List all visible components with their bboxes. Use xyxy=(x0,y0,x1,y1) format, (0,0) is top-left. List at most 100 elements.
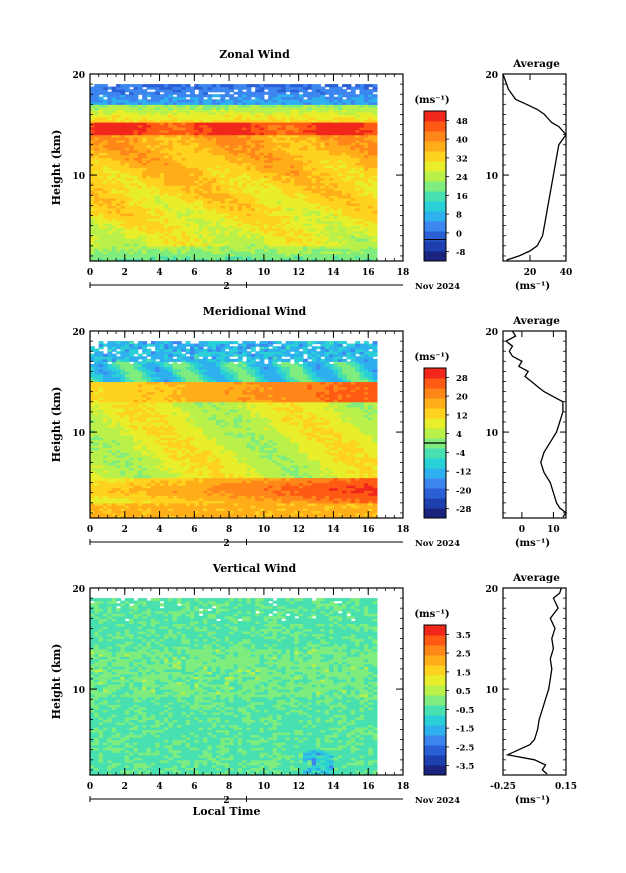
heatmap-cell xyxy=(272,172,278,176)
heatmap-cell xyxy=(203,230,208,234)
heatmap-cell xyxy=(224,129,230,133)
heatmap-cell xyxy=(246,225,252,229)
heatmap-cell xyxy=(116,243,121,247)
heatmap-cell xyxy=(94,243,100,247)
heatmap-cell xyxy=(124,149,130,153)
heatmap-cell xyxy=(124,223,130,227)
heatmap-cell xyxy=(155,170,161,174)
heatmap-cell xyxy=(94,132,100,136)
heatmap-cell xyxy=(176,245,182,249)
heatmap-cell xyxy=(242,192,248,196)
heatmap-cell xyxy=(294,175,300,179)
heatmap-cell xyxy=(172,192,178,196)
heatmap-cell xyxy=(233,213,239,217)
heatmap-cell xyxy=(242,190,248,194)
heatmap-cell xyxy=(259,89,265,93)
heatmap-cell xyxy=(116,157,121,161)
heatmap-cell xyxy=(163,101,169,105)
heatmap-cell xyxy=(220,86,226,90)
heatmap-cell xyxy=(111,255,117,259)
heatmap-cell xyxy=(268,170,274,174)
heatmap-cell xyxy=(163,114,169,118)
heatmap-cell xyxy=(168,144,174,148)
heatmap-cell xyxy=(103,192,108,196)
heatmap-cell xyxy=(159,250,165,254)
heatmap-cell xyxy=(190,253,195,257)
heatmap-cell xyxy=(250,250,256,254)
y-axis-label: Height (km) xyxy=(50,130,63,206)
heatmap-cell xyxy=(181,91,187,95)
heatmap-cell xyxy=(220,122,226,126)
heatmap-cell xyxy=(216,250,221,254)
heatmap-cell xyxy=(129,253,134,257)
heatmap-cell xyxy=(233,127,239,131)
heatmap-cell xyxy=(194,139,200,143)
heatmap-cell xyxy=(111,243,117,247)
heatmap-cell xyxy=(250,104,256,108)
heatmap-cell xyxy=(107,245,113,249)
heatmap-cell xyxy=(172,142,178,146)
heatmap-cell xyxy=(281,235,287,239)
heatmap-cell xyxy=(181,195,187,199)
heatmap-cell xyxy=(268,117,274,121)
heatmap-cell xyxy=(155,142,161,146)
heatmap-cell xyxy=(129,213,134,217)
heatmap-cell xyxy=(116,139,121,143)
heatmap-cell xyxy=(203,240,208,244)
heatmap-cell xyxy=(203,89,208,93)
heatmap-cell xyxy=(290,134,295,138)
heatmap-cell xyxy=(220,154,226,158)
heatmap-cell xyxy=(172,233,178,237)
heatmap-cell xyxy=(285,159,291,163)
heatmap-cell xyxy=(181,255,187,259)
heatmap-cell xyxy=(155,230,161,234)
heatmap-cell xyxy=(255,117,261,121)
heatmap-cell xyxy=(137,187,143,191)
heatmap-cell xyxy=(272,94,278,98)
heatmap-cell xyxy=(216,240,221,244)
heatmap-cell xyxy=(211,94,217,98)
heatmap-cell xyxy=(276,248,282,252)
heatmap-cell xyxy=(98,185,104,189)
heatmap-cell xyxy=(159,147,165,151)
heatmap-cell xyxy=(263,139,269,143)
heatmap-cell xyxy=(94,139,100,143)
heatmap-cell xyxy=(146,185,152,189)
heatmap-cell xyxy=(98,195,104,199)
heatmap-cell xyxy=(207,111,213,115)
heatmap-cell xyxy=(155,258,161,262)
heatmap-cell xyxy=(298,243,304,247)
heatmap-cell xyxy=(242,94,248,98)
heatmap-cell xyxy=(90,213,95,217)
heatmap-cell xyxy=(237,84,243,88)
heatmap-cell xyxy=(181,165,187,169)
heatmap-cell xyxy=(246,172,252,176)
heatmap-cell xyxy=(250,99,256,103)
heatmap-cell xyxy=(194,127,200,131)
heatmap-cell xyxy=(281,180,287,184)
heatmap-cell xyxy=(250,139,256,143)
heatmap-cell xyxy=(111,175,117,179)
heatmap-cell xyxy=(263,162,269,166)
heatmap-cell xyxy=(203,144,208,148)
heatmap-cell xyxy=(242,185,248,189)
heatmap-cell xyxy=(198,245,204,249)
heatmap-cell xyxy=(168,101,174,105)
heatmap-cell xyxy=(94,233,100,237)
heatmap-cell xyxy=(285,111,291,115)
heatmap-cell xyxy=(168,255,174,259)
heatmap-cell xyxy=(190,230,195,234)
heatmap-cell xyxy=(98,157,104,161)
heatmap-cell xyxy=(129,124,134,128)
heatmap-cell xyxy=(116,129,121,133)
heatmap-cell xyxy=(168,124,174,128)
heatmap-cell xyxy=(211,152,217,156)
heatmap-cell xyxy=(198,248,204,252)
heatmap-cell xyxy=(203,213,208,217)
heatmap-cell xyxy=(90,106,95,110)
heatmap-cell xyxy=(207,89,213,93)
heatmap-cell xyxy=(137,154,143,158)
heatmap-cell xyxy=(281,127,287,131)
heatmap-cell xyxy=(272,86,278,90)
heatmap-cell xyxy=(107,142,113,146)
